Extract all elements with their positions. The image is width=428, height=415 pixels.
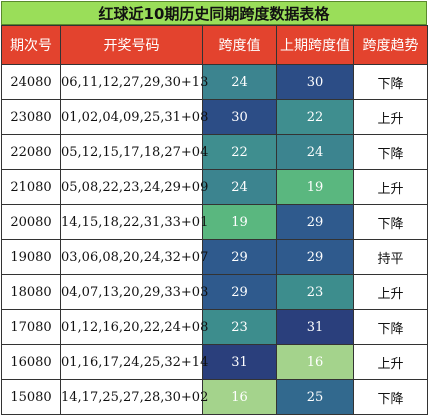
span-cell: 30 bbox=[202, 99, 277, 135]
numbers-cell: 04,07,13,20,29,33+03 bbox=[60, 274, 208, 310]
prev-span-cell: 22 bbox=[276, 99, 354, 135]
table-row: 20080 14,15,18,22,31,33+01 19 29 下降 bbox=[1, 204, 428, 240]
trend-cell: 下降 bbox=[353, 204, 428, 240]
span-cell: 24 bbox=[202, 64, 277, 100]
table-row: 17080 01,12,16,20,22,24+08 23 31 下降 bbox=[1, 309, 428, 345]
header-row: 期次号 开奖号码 跨度值 上期跨度值 跨度趋势 bbox=[1, 25, 428, 65]
span-cell: 24 bbox=[202, 169, 277, 205]
table-row: 24080 06,11,12,27,29,30+13 24 30 下降 bbox=[1, 64, 428, 100]
header-prev-span: 上期跨度值 bbox=[276, 25, 354, 65]
table-row: 18080 04,07,13,20,29,33+03 29 23 上升 bbox=[1, 274, 428, 310]
header-issue: 期次号 bbox=[1, 25, 61, 65]
span-cell: 29 bbox=[202, 239, 277, 275]
trend-cell: 下降 bbox=[353, 379, 428, 415]
numbers-cell: 05,12,15,17,18,27+04 bbox=[60, 134, 208, 170]
table-row: 23080 01,02,04,09,25,31+08 30 22 上升 bbox=[1, 99, 428, 135]
span-cell: 29 bbox=[202, 274, 277, 310]
issue-cell: 21080 bbox=[1, 169, 61, 205]
issue-cell: 23080 bbox=[1, 99, 61, 135]
trend-cell: 上升 bbox=[353, 274, 428, 310]
issue-cell: 24080 bbox=[1, 64, 61, 100]
prev-span-cell: 24 bbox=[276, 134, 354, 170]
table-row: 19080 03,06,08,20,24,32+07 29 29 持平 bbox=[1, 239, 428, 275]
issue-cell: 16080 bbox=[1, 344, 61, 380]
issue-cell: 18080 bbox=[1, 274, 61, 310]
numbers-cell: 06,11,12,27,29,30+13 bbox=[60, 64, 208, 100]
header-span: 跨度值 bbox=[202, 25, 277, 65]
numbers-cell: 01,16,17,24,25,32+14 bbox=[60, 344, 208, 380]
prev-span-cell: 25 bbox=[276, 379, 354, 415]
issue-cell: 20080 bbox=[1, 204, 61, 240]
issue-cell: 19080 bbox=[1, 239, 61, 275]
table-row: 21080 05,08,22,23,24,29+09 24 19 上升 bbox=[1, 169, 428, 205]
table-title: 红球近10期历史同期跨度数据表格 bbox=[1, 1, 427, 25]
table-row: 16080 01,16,17,24,25,32+14 31 16 上升 bbox=[1, 344, 428, 380]
span-data-table: 期次号 开奖号码 跨度值 上期跨度值 跨度趋势 24080 06,11,12,2… bbox=[1, 25, 428, 415]
numbers-cell: 14,17,25,27,28,30+02 bbox=[60, 379, 208, 415]
issue-cell: 17080 bbox=[1, 309, 61, 345]
numbers-cell: 01,12,16,20,22,24+08 bbox=[60, 309, 208, 345]
trend-cell: 上升 bbox=[353, 169, 428, 205]
trend-cell: 持平 bbox=[353, 239, 428, 275]
numbers-cell: 05,08,22,23,24,29+09 bbox=[60, 169, 208, 205]
prev-span-cell: 23 bbox=[276, 274, 354, 310]
prev-span-cell: 16 bbox=[276, 344, 354, 380]
span-cell: 19 bbox=[202, 204, 277, 240]
issue-cell: 22080 bbox=[1, 134, 61, 170]
numbers-cell: 03,06,08,20,24,32+07 bbox=[60, 239, 208, 275]
span-cell: 31 bbox=[202, 344, 277, 380]
prev-span-cell: 19 bbox=[276, 169, 354, 205]
header-numbers: 开奖号码 bbox=[60, 25, 203, 65]
span-cell: 23 bbox=[202, 309, 277, 345]
table-row: 22080 05,12,15,17,18,27+04 22 24 下降 bbox=[1, 134, 428, 170]
trend-cell: 上升 bbox=[353, 344, 428, 380]
issue-cell: 15080 bbox=[1, 379, 61, 415]
trend-cell: 下降 bbox=[353, 64, 428, 100]
header-trend: 跨度趋势 bbox=[353, 25, 428, 65]
prev-span-cell: 29 bbox=[276, 239, 354, 275]
trend-cell: 下降 bbox=[353, 134, 428, 170]
numbers-cell: 14,15,18,22,31,33+01 bbox=[60, 204, 208, 240]
trend-cell: 上升 bbox=[353, 99, 428, 135]
prev-span-cell: 29 bbox=[276, 204, 354, 240]
prev-span-cell: 30 bbox=[276, 64, 354, 100]
span-cell: 22 bbox=[202, 134, 277, 170]
table-row: 15080 14,17,25,27,28,30+02 16 25 下降 bbox=[1, 379, 428, 415]
trend-cell: 下降 bbox=[353, 309, 428, 345]
prev-span-cell: 31 bbox=[276, 309, 354, 345]
span-cell: 16 bbox=[202, 379, 277, 415]
numbers-cell: 01,02,04,09,25,31+08 bbox=[60, 99, 208, 135]
